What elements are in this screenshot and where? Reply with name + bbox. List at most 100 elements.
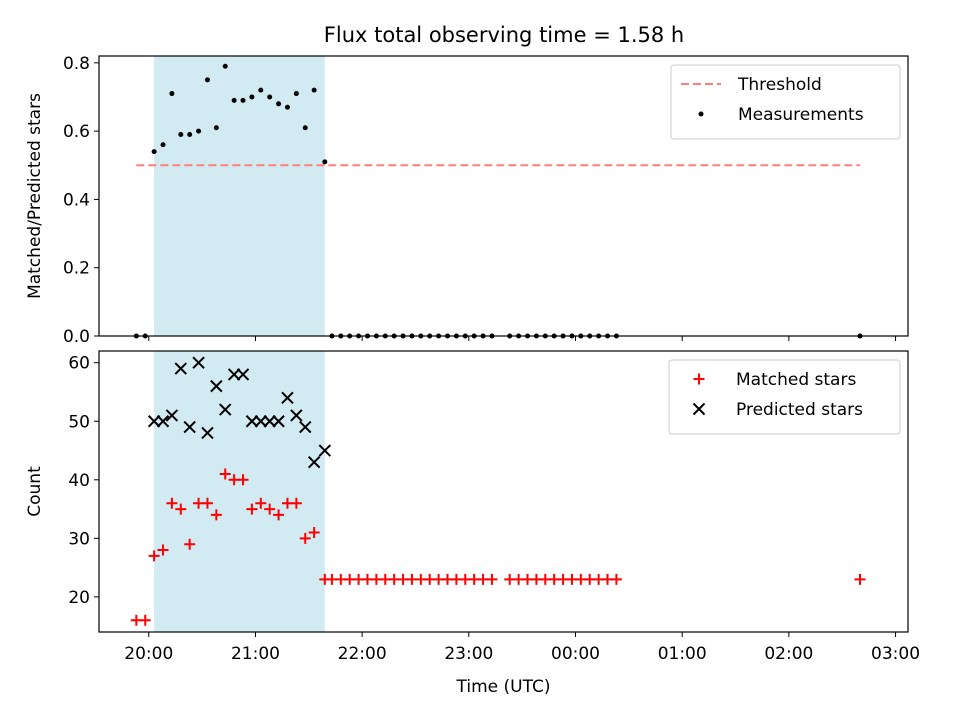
- matched-star-point: [237, 474, 249, 486]
- measurement-point: [178, 132, 184, 138]
- legend-label: Measurements: [738, 105, 864, 125]
- y-tick-label: 0.8: [63, 54, 90, 74]
- matched-star-point: [246, 503, 258, 515]
- predicted-star-point: [147, 415, 161, 428]
- measurement-point: [240, 97, 246, 103]
- y-tick-label: 40: [68, 471, 90, 491]
- count-panel: 20 30 40 50 60 20:00 21:00 22:00 23:00 00:00 01:00…: [25, 350, 920, 697]
- measurement-point: [169, 91, 175, 97]
- legend-dot-swatch: [698, 111, 704, 117]
- predicted-star-point: [299, 420, 312, 434]
- legend-box: [668, 359, 901, 435]
- x-tick-label: 21:00: [231, 644, 280, 664]
- series-x-1: [147, 356, 332, 469]
- matched-star-point: [255, 497, 267, 509]
- matched-star-point: [854, 573, 866, 585]
- predicted-star-point: [254, 415, 268, 428]
- predicted-star-point: [174, 362, 187, 375]
- matched-star-point: [308, 526, 320, 538]
- axes-frame: [98, 55, 909, 337]
- x-tick-label: 01:00: [658, 644, 707, 664]
- legend-label: Predicted stars: [736, 400, 863, 420]
- legend: Matched stars Predicted stars: [668, 359, 901, 435]
- measurement-point: [284, 104, 290, 110]
- matched-star-point: [273, 509, 285, 521]
- legend: Threshold Measurements: [670, 64, 901, 140]
- y-tick-label: 60: [68, 354, 90, 374]
- matched-star-point: [299, 532, 311, 544]
- x-tick-label: 03:00: [871, 644, 920, 664]
- chart-title: Flux total observing time = 1.58 h: [324, 23, 684, 47]
- predicted-star-point: [183, 420, 196, 434]
- measurement-point: [213, 125, 219, 131]
- measurement-point: [276, 101, 282, 107]
- matched-star-point: [166, 497, 178, 509]
- legend-plus-swatch: [693, 373, 705, 385]
- matched-star-point: [157, 544, 169, 556]
- predicted-star-point: [210, 379, 223, 393]
- x-tick-label: 02:00: [764, 644, 813, 664]
- measurement-point: [322, 159, 328, 165]
- y-tick-label: 20: [68, 588, 90, 608]
- measurement-point: [249, 94, 255, 100]
- matched-star-point: [184, 538, 196, 550]
- legend-label: Threshold: [737, 75, 822, 95]
- measurement-point: [311, 87, 317, 93]
- y-tick-label: 0.0: [63, 327, 90, 347]
- series-plus-0: [130, 468, 866, 626]
- matched-star-point: [610, 573, 622, 585]
- x-tick-label: 20:00: [124, 644, 173, 664]
- measurement-point: [151, 149, 157, 155]
- measurement-point: [302, 125, 308, 131]
- legend-box: [670, 64, 901, 140]
- predicted-star-point: [201, 426, 214, 440]
- y-tick-label: 30: [68, 529, 90, 549]
- measurement-point: [293, 91, 299, 97]
- predicted-star-point: [290, 409, 303, 422]
- matched-star-point: [201, 497, 213, 509]
- matched-star-point: [139, 614, 151, 626]
- predicted-star-point: [236, 368, 250, 381]
- predicted-star-point: [192, 356, 205, 369]
- y-axis-label: Matched/Predicted stars: [25, 93, 45, 299]
- y-tick-label: 50: [68, 412, 90, 432]
- predicted-star-point: [227, 368, 241, 381]
- matched-star-point: [210, 509, 222, 521]
- measurement-point: [204, 77, 210, 83]
- y-axis-label: Count: [25, 466, 45, 517]
- measurement-point: [160, 142, 166, 148]
- y-tick-label: 0.4: [63, 190, 90, 210]
- y-tick-label: 0.6: [63, 122, 90, 142]
- observing-window-band: [154, 56, 325, 336]
- matched-star-point: [175, 503, 187, 515]
- matched-star-point: [486, 573, 498, 585]
- predicted-star-point: [165, 409, 179, 422]
- measurement-point: [258, 87, 264, 93]
- x-tick-label: 22:00: [338, 644, 387, 664]
- matched-star-point: [264, 503, 276, 515]
- measurement-point: [187, 132, 193, 138]
- observing-window-band: [154, 351, 325, 632]
- predicted-star-point: [263, 415, 276, 428]
- y-tick-label: 0.2: [63, 259, 90, 279]
- axes-frame: [98, 350, 909, 633]
- x-axis-label: Time (UTC): [456, 677, 551, 697]
- predicted-star-point: [245, 415, 259, 428]
- matched-star-point: [219, 468, 231, 480]
- measurement-point: [231, 97, 237, 103]
- x-tick-label: 00:00: [551, 644, 600, 664]
- matched-star-point: [290, 497, 302, 509]
- legend-label: Matched stars: [736, 370, 856, 390]
- predicted-star-point: [272, 415, 285, 428]
- predicted-star-point: [156, 415, 170, 428]
- predicted-star-point: [307, 456, 321, 469]
- predicted-star-point: [318, 444, 332, 457]
- x-tick-label: 23:00: [444, 644, 493, 664]
- measurement-point: [196, 128, 202, 134]
- legend-x-swatch: [692, 402, 706, 416]
- predicted-star-point: [281, 391, 294, 405]
- predicted-star-point: [219, 403, 232, 416]
- measurement-point: [267, 94, 273, 100]
- ratio-panel: 0.0 0.2 0.4 0.6 0.8 Matched/Predicted stars Th…: [25, 54, 909, 347]
